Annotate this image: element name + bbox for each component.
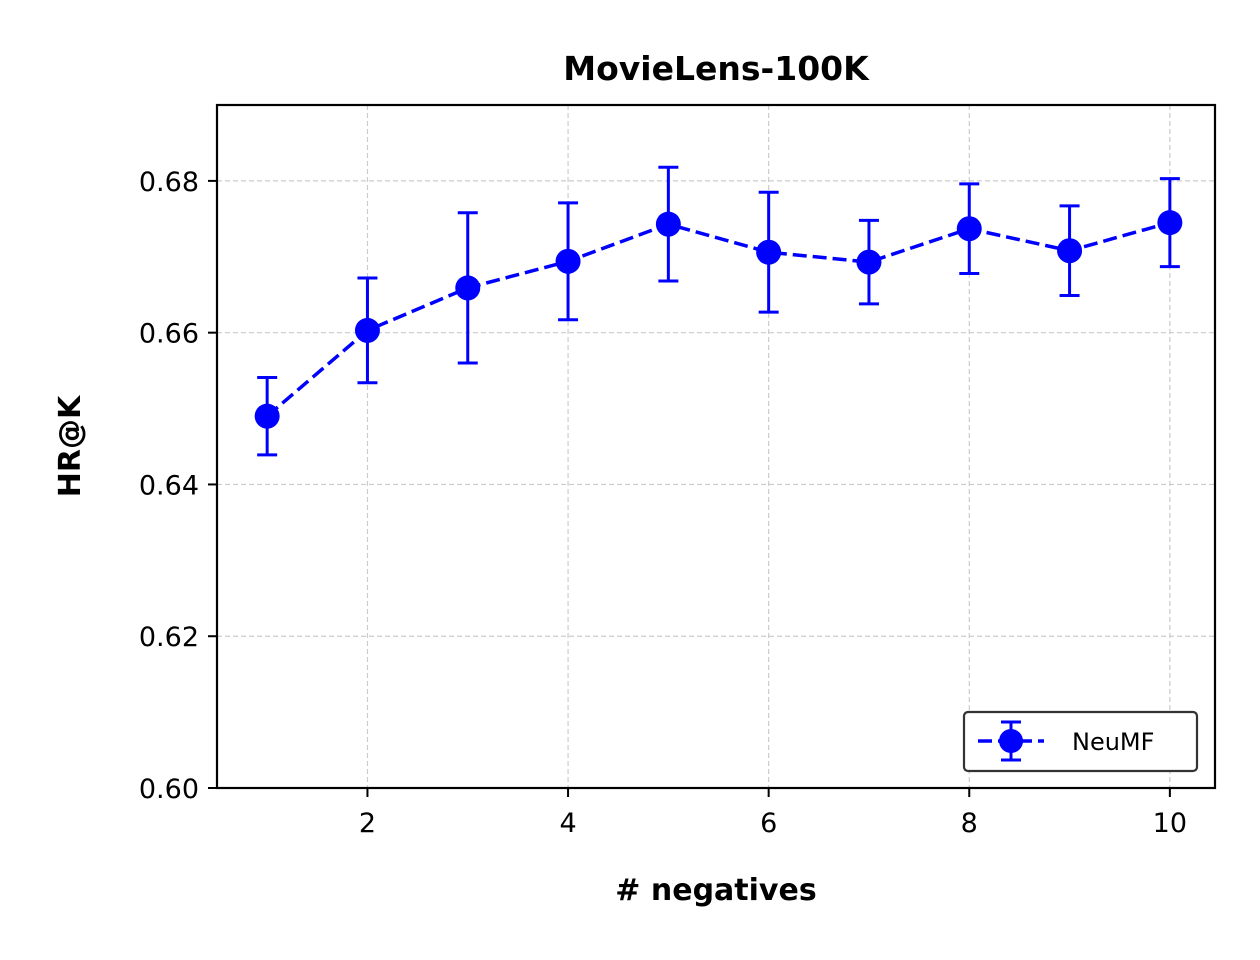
x-tick-label: 10: [1153, 808, 1187, 839]
plot-area-frame: [215, 103, 1217, 790]
y-tick-label: 0.68: [139, 167, 199, 198]
legend-box: [962, 710, 1199, 773]
data-point: [254, 403, 280, 429]
chart-title: MovieLens-100K: [563, 49, 870, 88]
y-tick-label: 0.64: [139, 470, 199, 501]
data-point: [1157, 210, 1183, 236]
data-point: [1057, 238, 1083, 264]
legend: NeuMF: [962, 710, 1199, 773]
y-axis-title: HR@K: [53, 394, 88, 497]
y-tick-label: 0.60: [139, 774, 199, 805]
x-tick-label: 6: [760, 808, 777, 839]
data-point: [856, 249, 882, 275]
y-tick-label: 0.62: [139, 622, 199, 653]
x-tick-label: 8: [961, 808, 978, 839]
x-tick-label: 4: [559, 808, 576, 839]
data-point: [655, 211, 681, 237]
series-layer: [254, 165, 1183, 457]
x-axis-title: # negatives: [615, 873, 816, 908]
data-point: [455, 275, 481, 301]
x-tick-label: 2: [359, 808, 376, 839]
data-point: [354, 317, 380, 343]
data-point: [956, 216, 982, 242]
legend-label: NeuMF: [1072, 728, 1154, 756]
series-line: [266, 220, 1171, 418]
legend-marker-sample: [999, 729, 1023, 753]
data-point: [555, 248, 581, 274]
y-tick-label: 0.66: [139, 319, 199, 350]
ticks: 2 4 6 8 10 0.60 0.62 0.64 0.66 0.68: [139, 167, 1187, 839]
data-point: [756, 239, 782, 265]
